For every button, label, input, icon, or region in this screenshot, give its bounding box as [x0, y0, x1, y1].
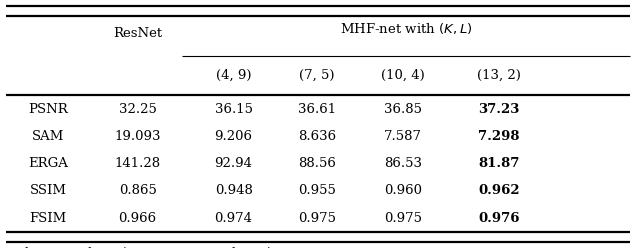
Text: 36.15: 36.15 — [214, 103, 253, 116]
Text: 0.975: 0.975 — [384, 212, 422, 225]
Text: ResNet: ResNet — [113, 27, 162, 40]
Text: 8.636: 8.636 — [298, 130, 336, 143]
Text: 36.61: 36.61 — [298, 103, 336, 116]
Text: 36.85: 36.85 — [384, 103, 422, 116]
Text: (7, 5): (7, 5) — [299, 69, 335, 82]
Text: 0.955: 0.955 — [298, 185, 336, 197]
Text: FSIM: FSIM — [29, 212, 67, 225]
Text: 141.28: 141.28 — [115, 157, 161, 170]
Text: 0.976: 0.976 — [479, 212, 520, 225]
Text: 9.206: 9.206 — [214, 130, 253, 143]
Text: SAM: SAM — [32, 130, 64, 143]
Text: 0.966: 0.966 — [118, 212, 157, 225]
Text: 86.53: 86.53 — [384, 157, 422, 170]
Text: 32.25: 32.25 — [118, 103, 157, 116]
Text: 19.093: 19.093 — [115, 130, 161, 143]
Text: 0.974: 0.974 — [214, 212, 253, 225]
Text: MHF-net with $(K, L)$: MHF-net with $(K, L)$ — [340, 21, 472, 36]
Text: 0.960: 0.960 — [384, 185, 422, 197]
Text: 0.948: 0.948 — [214, 185, 253, 197]
Text: (4, 9): (4, 9) — [216, 69, 252, 82]
Text: PSNR: PSNR — [28, 103, 68, 116]
Text: 81.87: 81.87 — [479, 157, 520, 170]
Text: 88.56: 88.56 — [298, 157, 336, 170]
Text: 0.962: 0.962 — [478, 185, 520, 197]
Text: ERGA: ERGA — [28, 157, 68, 170]
Text: 37.23: 37.23 — [479, 103, 520, 116]
Text: and structural consistency, perceptual consistency, respe: and structural consistency, perceptual c… — [6, 247, 348, 248]
Text: 92.94: 92.94 — [214, 157, 253, 170]
Text: 7.298: 7.298 — [479, 130, 520, 143]
Text: (10, 4): (10, 4) — [381, 69, 425, 82]
Text: 7.587: 7.587 — [384, 130, 422, 143]
Text: 0.865: 0.865 — [118, 185, 157, 197]
Text: SSIM: SSIM — [29, 185, 67, 197]
Text: (13, 2): (13, 2) — [477, 69, 521, 82]
Text: 0.975: 0.975 — [298, 212, 336, 225]
